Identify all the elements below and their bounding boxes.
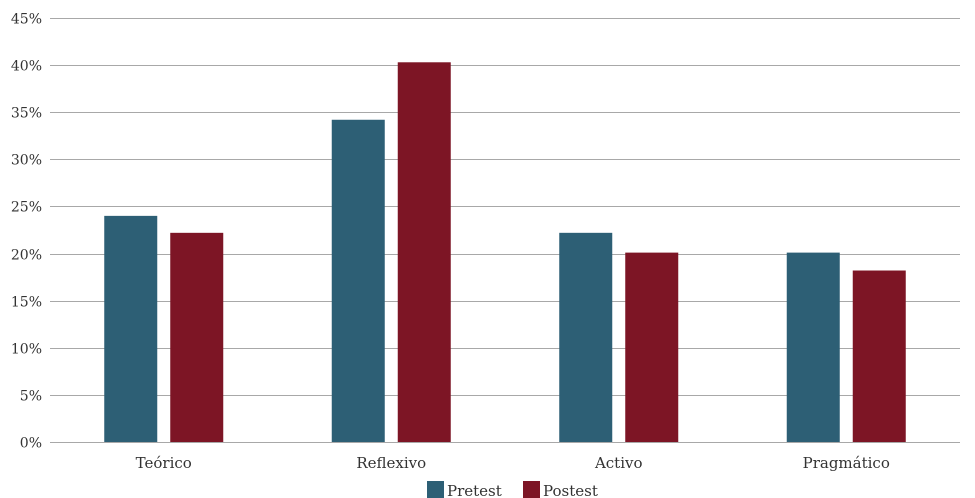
legend-label-pretest: Pretest [447,482,502,498]
legend-swatch-pretest [427,481,444,498]
bars [104,62,906,442]
bar-pretest-1 [331,119,385,442]
bar-pretest-2 [559,232,613,442]
x-category-label: Activo [594,454,643,472]
y-tick-label: 25% [11,200,42,216]
bar-postest-1 [397,62,451,442]
y-tick-label: 20% [11,248,42,264]
y-tick-label: 40% [11,59,42,75]
x-category-label: Pragmático [803,454,890,472]
bar-pretest-3 [786,252,840,442]
bar-pretest-0 [104,215,158,442]
x-category-label: Teórico [136,454,192,472]
y-axis-tick-labels: 0% 5% 10% 15% 20% 25% 30% 35% 40% 45% [11,12,42,452]
x-axis-category-labels: Teórico Reflexivo Activo Pragmático [136,454,890,472]
y-tick-label: 30% [11,153,42,169]
y-tick-label: 45% [11,12,42,28]
x-category-label: Reflexivo [356,454,426,472]
y-tick-label: 5% [20,389,42,405]
bar-postest-0 [170,232,224,442]
legend-label-postest: Postest [543,482,598,498]
y-tick-label: 15% [11,295,42,311]
y-tick-label: 0% [20,436,42,452]
bar-postest-2 [625,252,679,442]
bar-postest-3 [852,270,906,442]
legend-swatch-postest [523,481,540,498]
y-tick-label: 35% [11,106,42,122]
y-tick-label: 10% [11,342,42,358]
legend: Pretest Postest [427,481,598,498]
